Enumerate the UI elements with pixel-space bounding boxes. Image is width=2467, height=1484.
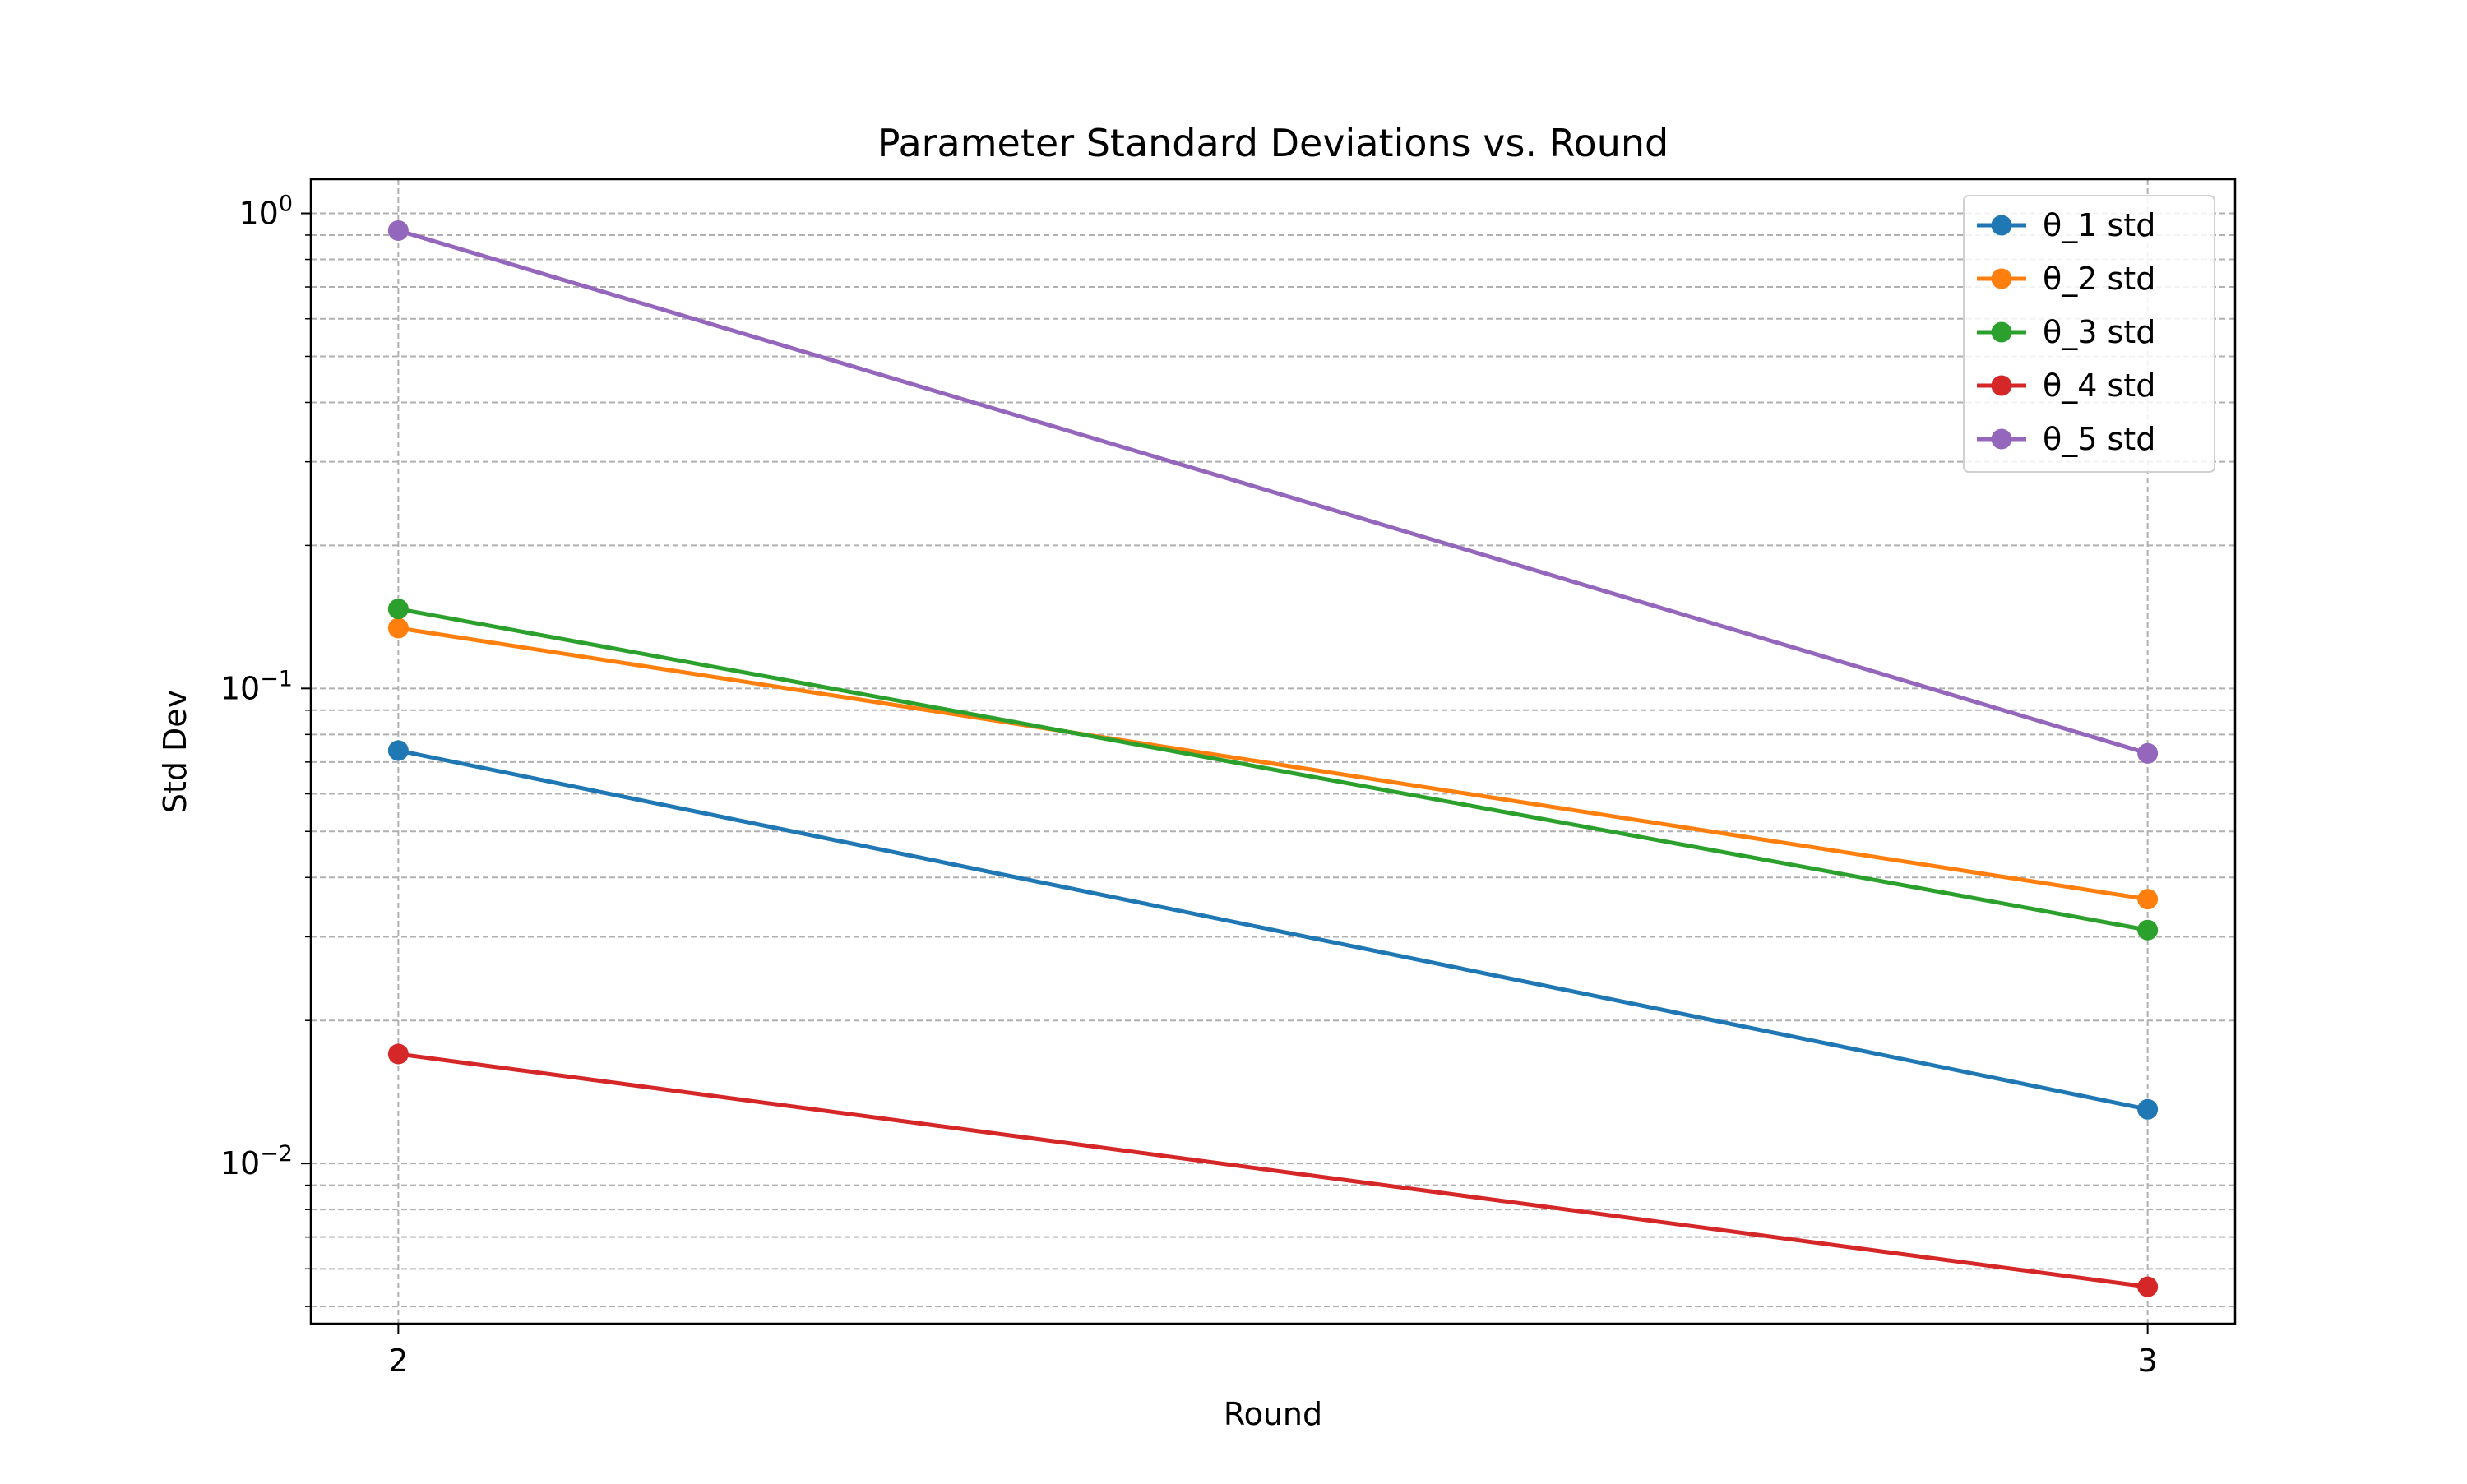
legend-label: θ_5 std: [2043, 421, 2155, 457]
data-point: [387, 599, 409, 620]
data-point: [387, 1043, 409, 1065]
data-point: [387, 740, 409, 761]
grid-lines: [311, 179, 2235, 1324]
chart-title: Parameter Standard Deviations vs. Round: [877, 121, 1669, 165]
legend-marker: [1991, 321, 2012, 343]
x-tick-label: 2: [388, 1343, 408, 1379]
y-tick-label: 10−1: [220, 666, 293, 706]
y-tick-label: 100: [238, 192, 293, 232]
series-points: [387, 220, 2159, 1297]
series-line: [397, 607, 2149, 932]
series-lines: [397, 229, 2149, 1289]
legend-box: [1963, 195, 2215, 473]
series-line: [397, 748, 2149, 1112]
data-point: [2137, 1276, 2159, 1297]
data-point: [387, 220, 409, 241]
data-point: [387, 617, 409, 639]
axis-ticks: 2 3 100 10−1 10−2: [220, 192, 2158, 1379]
data-point: [2137, 742, 2159, 764]
legend-label: θ_2 std: [2043, 261, 2155, 297]
legend-marker: [1991, 428, 2012, 450]
x-tick-label: 3: [2138, 1343, 2158, 1379]
data-point: [2137, 919, 2159, 941]
y-axis-label: Std Dev: [157, 690, 193, 813]
legend-marker: [1991, 375, 2012, 396]
data-point: [2137, 889, 2159, 910]
y-tick-label: 10−2: [220, 1141, 293, 1181]
legend-marker: [1991, 268, 2012, 289]
legend-label: θ_4 std: [2043, 368, 2155, 404]
legend-marker: [1991, 215, 2012, 236]
data-point: [2137, 1098, 2159, 1120]
x-axis-label: Round: [1224, 1396, 1322, 1432]
legend: θ_1 std θ_2 std θ_3 std θ_4 std θ_5 std: [1963, 195, 2215, 473]
legend-label: θ_1 std: [2043, 207, 2155, 243]
series-line: [398, 1052, 2148, 1289]
series-line: [397, 626, 2149, 902]
legend-label: θ_3 std: [2043, 314, 2155, 350]
plot-frame: [309, 178, 2237, 1325]
series-line: [397, 229, 2149, 756]
